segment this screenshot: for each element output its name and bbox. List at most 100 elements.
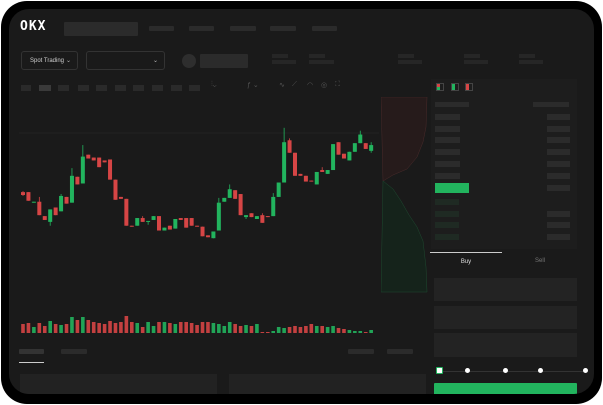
indicator-icon[interactable]: ƒ ⌄ (247, 82, 259, 89)
nav-item[interactable] (230, 26, 256, 31)
tab-sell[interactable]: Sell (504, 252, 576, 270)
amount-input[interactable] (434, 306, 577, 329)
volume-bar (26, 323, 31, 333)
coin-icon (182, 54, 196, 68)
nav-item[interactable] (149, 26, 174, 31)
candle-up (254, 216, 259, 219)
candle-down (75, 176, 80, 185)
timeframe-button[interactable] (58, 85, 69, 91)
amount-slider[interactable] (436, 367, 589, 375)
bid-row-price (435, 199, 459, 205)
fullscreen-icon[interactable]: ⛶ (335, 81, 340, 88)
volume-bar (266, 332, 270, 333)
nav-item[interactable] (189, 26, 214, 31)
filter-button[interactable] (387, 349, 413, 354)
line-icon[interactable]: ∿ (279, 82, 285, 89)
timeframe-button[interactable] (39, 85, 51, 91)
timeframe-button[interactable] (171, 85, 182, 91)
bid-row-price (435, 211, 459, 217)
orderbook-asks-icon[interactable] (465, 83, 473, 91)
candle-up (369, 145, 374, 151)
volume-bar (86, 320, 91, 333)
candle-down (336, 142, 341, 155)
settings-icon[interactable]: ◎ (321, 82, 328, 89)
timeframe-button[interactable] (96, 85, 107, 91)
slider-stop[interactable] (503, 368, 508, 373)
volume-bar (81, 317, 85, 333)
volume-bar (200, 322, 205, 333)
slider-stop[interactable] (538, 368, 543, 373)
candle-up (358, 134, 363, 144)
ask-row-price (435, 161, 460, 167)
volume-bar (314, 326, 319, 333)
candle-down (42, 216, 47, 220)
ask-row-price (435, 173, 460, 179)
stat-label (309, 54, 325, 58)
filter-button[interactable] (348, 349, 374, 354)
chevron-down-icon: ⌄ (65, 58, 71, 64)
pair-dropdown[interactable]: ⌄ (86, 51, 165, 70)
stat-value (398, 60, 422, 64)
orderbook-bids-icon[interactable] (451, 83, 459, 91)
candle-down (64, 196, 69, 204)
volume-bar (21, 324, 25, 333)
volume-bar (217, 324, 221, 333)
slider-handle[interactable] (436, 367, 443, 374)
ruler-icon[interactable]: ⟋ (292, 81, 297, 88)
candle-up (211, 231, 216, 239)
tab-buy-label: Buy (460, 259, 472, 265)
candle-type-icon[interactable]: ⫶⌄ (211, 81, 217, 88)
candle-down (53, 207, 58, 216)
total-input[interactable] (434, 333, 577, 357)
stat-label (464, 54, 480, 58)
candle-down (260, 215, 265, 223)
candle-down (21, 192, 25, 195)
timeframe-button[interactable] (21, 85, 31, 91)
volume-bar (113, 323, 118, 333)
slider-stop[interactable] (465, 368, 470, 373)
volume-bar (271, 331, 276, 333)
stat-value (519, 60, 543, 64)
spot-trading-dropdown[interactable]: Spot Trading ⌄ (21, 51, 78, 70)
search-bar[interactable] (64, 22, 138, 36)
timeframe-button[interactable] (152, 85, 163, 91)
volume-bar (97, 323, 101, 333)
candle-up (331, 144, 336, 171)
volume-bar (249, 326, 254, 333)
candle-down (108, 159, 113, 180)
ask-row-price (435, 126, 460, 132)
orderbook-both-icon[interactable] (436, 83, 444, 91)
nav-item[interactable] (312, 26, 337, 31)
candle-down (91, 157, 96, 161)
timeframe-button[interactable] (189, 85, 200, 91)
volume-bar (276, 327, 281, 333)
candle-down (118, 196, 123, 199)
tab-open-orders[interactable] (19, 349, 44, 354)
tab-order-history[interactable] (61, 349, 87, 354)
volume-bar (347, 330, 352, 333)
candle-down (124, 198, 129, 226)
timeframe-button[interactable] (78, 85, 89, 91)
volume-bar (130, 322, 134, 333)
bid-row-amount (547, 234, 570, 240)
timeframe-button[interactable] (133, 85, 144, 91)
camera-icon[interactable]: ◠ (307, 82, 314, 89)
slider-stop[interactable] (583, 368, 588, 373)
volume-bar (260, 332, 265, 333)
ask-row-amount (547, 185, 570, 191)
okx-logo[interactable]: OKX (20, 20, 60, 34)
candlestick-chart[interactable] (9, 93, 384, 333)
timeframe-button[interactable] (115, 85, 126, 91)
orders-panel-right (229, 374, 426, 394)
tab-buy[interactable]: Buy (430, 252, 502, 270)
ask-row-price (435, 137, 460, 143)
nav-item[interactable] (270, 26, 296, 31)
candle-up (325, 170, 330, 174)
price-input[interactable] (434, 278, 577, 301)
candle-down (37, 201, 42, 216)
candle-down (200, 226, 205, 237)
candle-down (26, 192, 31, 201)
candle-down (189, 218, 194, 226)
buy-button[interactable] (434, 383, 577, 394)
candle-up (48, 209, 53, 222)
